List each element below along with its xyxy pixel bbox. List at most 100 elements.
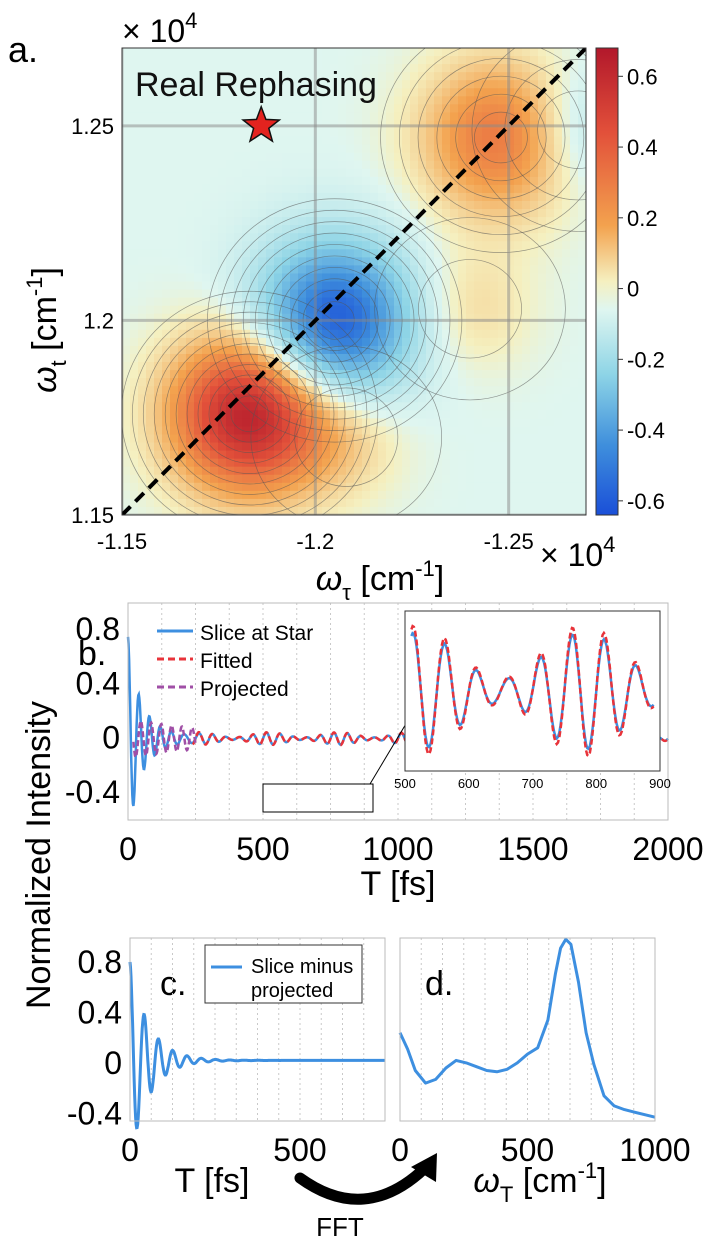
heatmap-cell (362, 426, 371, 436)
heatmap-cell (330, 506, 339, 515)
heatmap-cell (186, 136, 195, 146)
heatmap-cell (298, 144, 307, 154)
colorbar-tick-label: 0.6 (627, 64, 658, 89)
heatmap-cell (218, 104, 227, 114)
heatmap-cell (330, 265, 339, 275)
heatmap-cell (210, 56, 219, 65)
heatmap-cell (338, 88, 347, 97)
heatmap-cell (538, 144, 547, 154)
heatmap-cell (530, 458, 539, 468)
heatmap-cell (266, 458, 275, 468)
heatmap-cell (522, 434, 531, 444)
heatmap-cell (218, 313, 227, 323)
heatmap-cell (306, 498, 315, 508)
heatmap-cell (466, 305, 475, 315)
heatmap-cell (354, 410, 363, 419)
heatmap-cell (378, 160, 387, 170)
heatmap-cell (362, 80, 371, 89)
heatmap-cell (538, 152, 547, 162)
heatmap-cell (226, 160, 235, 170)
heatmap-cell (562, 225, 571, 234)
x-tick-label: 1000 (362, 831, 433, 867)
heatmap-cell (538, 257, 547, 266)
heatmap-cell (154, 48, 163, 57)
heatmap-cell (570, 176, 579, 186)
heatmap-cell (570, 313, 579, 323)
heatmap-cell (378, 378, 387, 387)
heatmap-cell (394, 281, 403, 291)
heatmap-cell (322, 434, 331, 444)
heatmap-cell (306, 144, 315, 154)
heatmap-cell (274, 225, 283, 234)
heatmap-cell (242, 241, 251, 250)
heatmap-cell (282, 209, 291, 218)
heatmap-cell (138, 273, 147, 283)
heatmap-cell (290, 152, 299, 162)
heatmap-cell (402, 434, 411, 444)
panel-b-legend: Slice at Star Fitted Projected (157, 622, 313, 701)
heatmap-cell (290, 362, 299, 371)
heatmap-cell (186, 281, 195, 291)
heatmap-cell (138, 402, 147, 411)
heatmap-cell (394, 56, 403, 65)
heatmap-cell (178, 370, 187, 379)
heatmap-cell (418, 410, 427, 419)
heatmap-cell (482, 353, 491, 363)
heatmap-cell (290, 136, 299, 146)
panel-d-label: d. (425, 965, 453, 1003)
heatmap-cell (250, 498, 259, 508)
heatmap-cell (394, 402, 403, 411)
heatmap-cell (290, 160, 299, 170)
heatmap-cell (546, 160, 555, 170)
heatmap-cell (578, 490, 586, 500)
heatmap-cell (210, 506, 219, 515)
heatmap-cell (570, 482, 579, 492)
heatmap-cell (538, 402, 547, 411)
heatmap-cell (346, 144, 355, 154)
heatmap-cell (250, 337, 259, 347)
heatmap-cell (226, 394, 235, 403)
heatmap-cell (434, 506, 443, 515)
heatmap-cell (290, 289, 299, 299)
heatmap-cell (474, 345, 483, 355)
heatmap-cell (498, 418, 507, 428)
heatmap-cell (170, 490, 179, 500)
heatmap-cell (122, 257, 131, 266)
heatmap-cell (242, 112, 251, 122)
heatmap-cell (314, 490, 323, 500)
heatmap-cell (370, 176, 379, 186)
heatmap-cell (434, 442, 443, 452)
heatmap-cell (546, 297, 555, 307)
heatmap-cell (578, 233, 586, 242)
heatmap-cell (282, 200, 291, 210)
heatmap-cell (474, 56, 483, 65)
heatmap-cell (546, 249, 555, 258)
heatmap-cell (418, 104, 427, 114)
heatmap-cell (562, 394, 571, 403)
heatmap-cell (338, 233, 347, 242)
heatmap-cell (402, 152, 411, 162)
heatmap-cell (394, 386, 403, 395)
heatmap-cell (386, 297, 395, 307)
heatmap-cell (130, 233, 139, 242)
heatmap-cell (386, 450, 395, 460)
heatmap-cell (458, 56, 467, 65)
heatmap-cell (442, 426, 451, 436)
heatmap-cell (146, 442, 155, 452)
heatmap-cell (162, 289, 171, 299)
heatmap-cell (210, 241, 219, 250)
heatmap-cell (538, 434, 547, 444)
heatmap-cell (450, 345, 459, 355)
heatmap-cell (138, 136, 147, 146)
heatmap-cell (362, 88, 371, 97)
heatmap-cell (130, 257, 139, 266)
heatmap-cell (410, 410, 419, 419)
heatmap-cell (162, 217, 171, 226)
heatmap-cell (538, 184, 547, 194)
heatmap-cell (290, 249, 299, 258)
heatmap-cell (450, 305, 459, 315)
heatmap-cell (122, 370, 131, 379)
heatmap-cell (450, 378, 459, 387)
heatmap-cell (538, 136, 547, 146)
heatmap-cell (450, 56, 459, 65)
